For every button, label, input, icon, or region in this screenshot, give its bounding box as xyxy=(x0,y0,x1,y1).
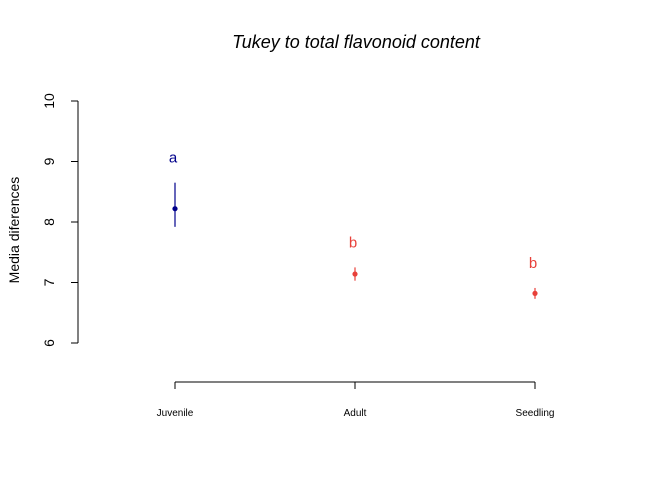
x-axis: Juvenile Adult Seedling xyxy=(157,381,555,419)
group-letter-juvenile: a xyxy=(169,150,178,167)
mean-point-juvenile xyxy=(172,206,178,212)
x-tick-label-juvenile: Juvenile xyxy=(157,408,194,419)
group-letter-seedling: b xyxy=(529,255,537,272)
mean-point-seedling xyxy=(532,290,538,296)
chart-title: Tukey to total flavonoid content xyxy=(232,32,481,52)
y-tick-label: 9 xyxy=(41,157,57,165)
x-tick-label-seedling: Seedling xyxy=(516,408,555,419)
y-tick-label: 10 xyxy=(41,93,57,109)
chart-marks: a b b xyxy=(169,150,538,299)
mean-point-adult xyxy=(352,271,358,277)
y-tick-label: 7 xyxy=(41,278,57,286)
group-letter-adult: b xyxy=(349,234,357,251)
x-tick-label-adult: Adult xyxy=(344,408,367,419)
y-tick-label: 6 xyxy=(41,339,57,347)
y-axis-label: Media diferences xyxy=(6,177,22,284)
y-tick-label: 8 xyxy=(41,218,57,226)
y-axis: 6 7 8 9 10 xyxy=(41,93,79,347)
